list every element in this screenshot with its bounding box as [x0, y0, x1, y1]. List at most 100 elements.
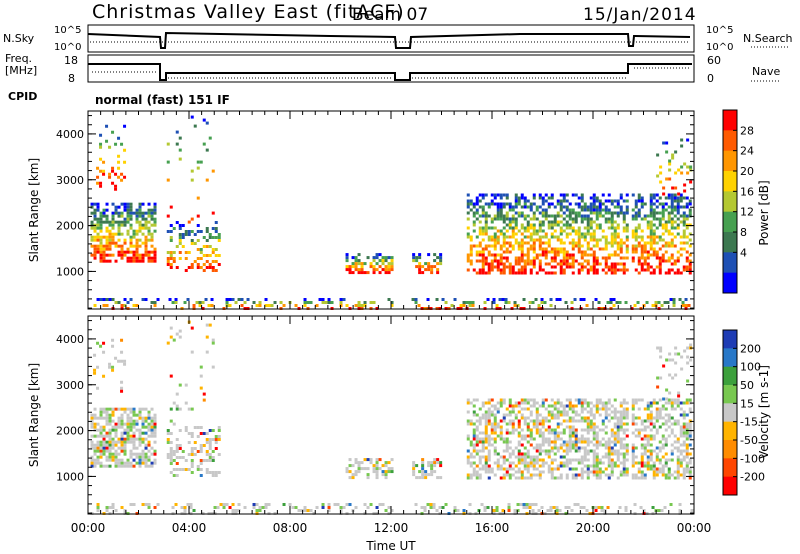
- echo-cell: [556, 211, 560, 215]
- echo-cell: [481, 449, 485, 453]
- echo-cell: [135, 214, 139, 218]
- echo-cell: [412, 253, 416, 257]
- echo-cell: [577, 437, 581, 441]
- echo-cell: [205, 471, 209, 474]
- echo-cell: [484, 470, 488, 474]
- echo-cell: [105, 443, 109, 447]
- echo-cell: [526, 259, 530, 263]
- echo-cell: [571, 259, 575, 263]
- echo-cell: [520, 241, 524, 245]
- colorbar-tick-label: -200: [740, 471, 765, 484]
- echo-cell: [141, 458, 145, 462]
- echo-cell: [520, 470, 524, 474]
- echo-cell: [556, 422, 560, 426]
- echo-cell: [664, 413, 668, 417]
- echo-cell: [565, 476, 569, 480]
- echo-cell: [643, 434, 647, 438]
- echo-cell: [544, 398, 548, 402]
- echo-cell: [469, 247, 473, 251]
- echo-cell: [490, 443, 494, 447]
- echo-cell: [535, 455, 539, 459]
- echo-cell: [141, 449, 145, 453]
- echo-cell: [670, 238, 674, 242]
- echo-cell: [169, 419, 173, 423]
- echo-cell: [345, 268, 349, 272]
- echo-cell: [526, 205, 530, 209]
- echo-cell: [508, 455, 512, 459]
- echo-cell: [517, 247, 521, 251]
- echo-cell: [147, 506, 151, 509]
- echo-cell: [673, 422, 677, 426]
- echo-cell: [625, 250, 629, 254]
- echo-cell: [354, 473, 358, 477]
- echo-cell: [297, 509, 301, 512]
- echo-cell: [586, 262, 590, 266]
- echo-cell: [685, 223, 689, 227]
- echo-cell: [601, 443, 605, 447]
- echo-cell: [553, 223, 557, 227]
- echo-cell: [556, 464, 560, 468]
- echo-cell: [598, 238, 602, 242]
- echo-cell: [670, 199, 674, 203]
- echo-cell: [517, 452, 521, 456]
- echo-cell: [495, 304, 499, 307]
- echo-cell: [586, 425, 590, 429]
- echo-cell: [559, 262, 563, 266]
- echo-cell: [102, 220, 106, 224]
- echo-cell: [184, 468, 188, 471]
- echo-cell: [511, 425, 515, 429]
- echo-cell: [96, 506, 100, 509]
- echo-cell: [184, 269, 188, 272]
- freq-left-tick-bottom: 8: [68, 72, 75, 85]
- echo-cell: [138, 211, 142, 215]
- echo-cell: [688, 428, 692, 432]
- echo-cell: [466, 211, 470, 215]
- echo-cell: [505, 256, 509, 260]
- echo-cell: [517, 401, 521, 405]
- echo-cell: [535, 407, 539, 411]
- echo-cell: [93, 244, 97, 248]
- echo-cell: [598, 211, 602, 215]
- echo-cell: [634, 211, 638, 215]
- echo-cell: [658, 413, 662, 417]
- echo-cell: [523, 199, 527, 203]
- echo-cell: [210, 304, 214, 307]
- echo-cell: [616, 476, 620, 480]
- echo-cell: [556, 214, 560, 218]
- echo-cell: [481, 413, 485, 417]
- echo-cell: [517, 256, 521, 260]
- echo-cell: [562, 268, 566, 272]
- echo-cell: [655, 265, 659, 269]
- echo-cell: [184, 230, 188, 233]
- echo-cell: [502, 476, 506, 480]
- echo-cell: [583, 437, 587, 441]
- echo-cell: [562, 259, 566, 263]
- echo-cell: [622, 265, 626, 269]
- echo-cell: [184, 257, 188, 260]
- echo-cell: [541, 250, 545, 254]
- echo-cell: [535, 428, 539, 432]
- echo-cell: [673, 244, 677, 248]
- echo-cell: [538, 241, 542, 245]
- echo-cell: [96, 175, 100, 179]
- echo-cell: [117, 154, 121, 158]
- echo-cell: [670, 262, 674, 266]
- echo-cell: [667, 398, 671, 402]
- echo-cell: [577, 449, 581, 453]
- echo-cell: [517, 262, 521, 266]
- echo-cell: [538, 443, 542, 447]
- echo-cell: [153, 208, 157, 212]
- echo-cell: [664, 419, 668, 423]
- echo-cell: [150, 446, 154, 450]
- echo-cell: [679, 241, 683, 245]
- echo-cell: [529, 437, 533, 441]
- echo-cell: [111, 338, 115, 342]
- echo-cell: [96, 386, 100, 390]
- echo-cell: [90, 253, 94, 257]
- echo-cell: [595, 199, 599, 203]
- echo-cell: [610, 220, 614, 224]
- echo-cell: [505, 470, 509, 474]
- echo-cell: [529, 428, 533, 432]
- echo-cell: [481, 404, 485, 408]
- echo-cell: [592, 422, 596, 426]
